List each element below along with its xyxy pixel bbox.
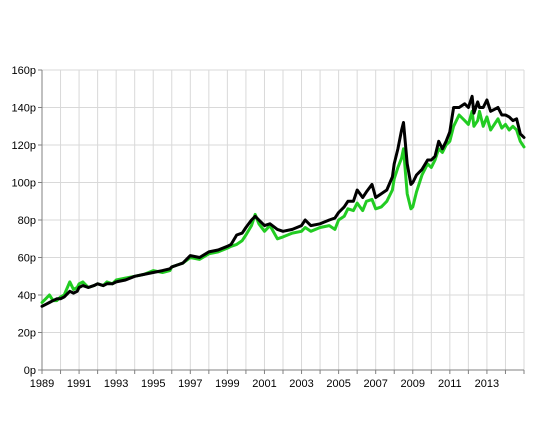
y-tick-label: 20p bbox=[18, 328, 36, 340]
series-line-2 bbox=[40, 94, 526, 308]
y-tick-label: 60p bbox=[18, 253, 36, 265]
x-tick-label: 2013 bbox=[475, 378, 499, 390]
x-tick-label: 1993 bbox=[104, 378, 128, 390]
x-tick-label: 2011 bbox=[438, 378, 462, 390]
x-tick-label: 2005 bbox=[326, 378, 350, 390]
x-tick-label: 1997 bbox=[178, 378, 202, 390]
y-tick-label: 100p bbox=[12, 178, 36, 190]
y-tick-label: 120p bbox=[12, 140, 36, 152]
y-tick-label: 140p bbox=[12, 103, 36, 115]
x-tick-label: 1991 bbox=[67, 378, 91, 390]
x-tick-label: 2001 bbox=[252, 378, 276, 390]
y-tick-label: 40p bbox=[18, 290, 36, 302]
x-tick-label: 1999 bbox=[215, 378, 239, 390]
x-tick-label: 1989 bbox=[30, 378, 54, 390]
x-tick-label: 2009 bbox=[401, 378, 425, 390]
series-lines bbox=[40, 94, 526, 308]
x-tick-label: 2003 bbox=[289, 378, 313, 390]
y-tick-label: 80p bbox=[18, 215, 36, 227]
x-tick-label: 2007 bbox=[363, 378, 387, 390]
y-tick-label: 0p bbox=[24, 365, 36, 377]
x-tick-label: 1995 bbox=[141, 378, 165, 390]
y-tick-label: 160p bbox=[12, 65, 36, 77]
x-axis-ticks: 1989 1991 1993 1995 1997 1999 2001 2003 2005 2007… bbox=[30, 370, 525, 390]
grid-lines bbox=[41, 69, 525, 371]
y-axis-ticks: 0p 20p 40p 60p 80p 100p 120p 140p 160p bbox=[12, 65, 42, 377]
